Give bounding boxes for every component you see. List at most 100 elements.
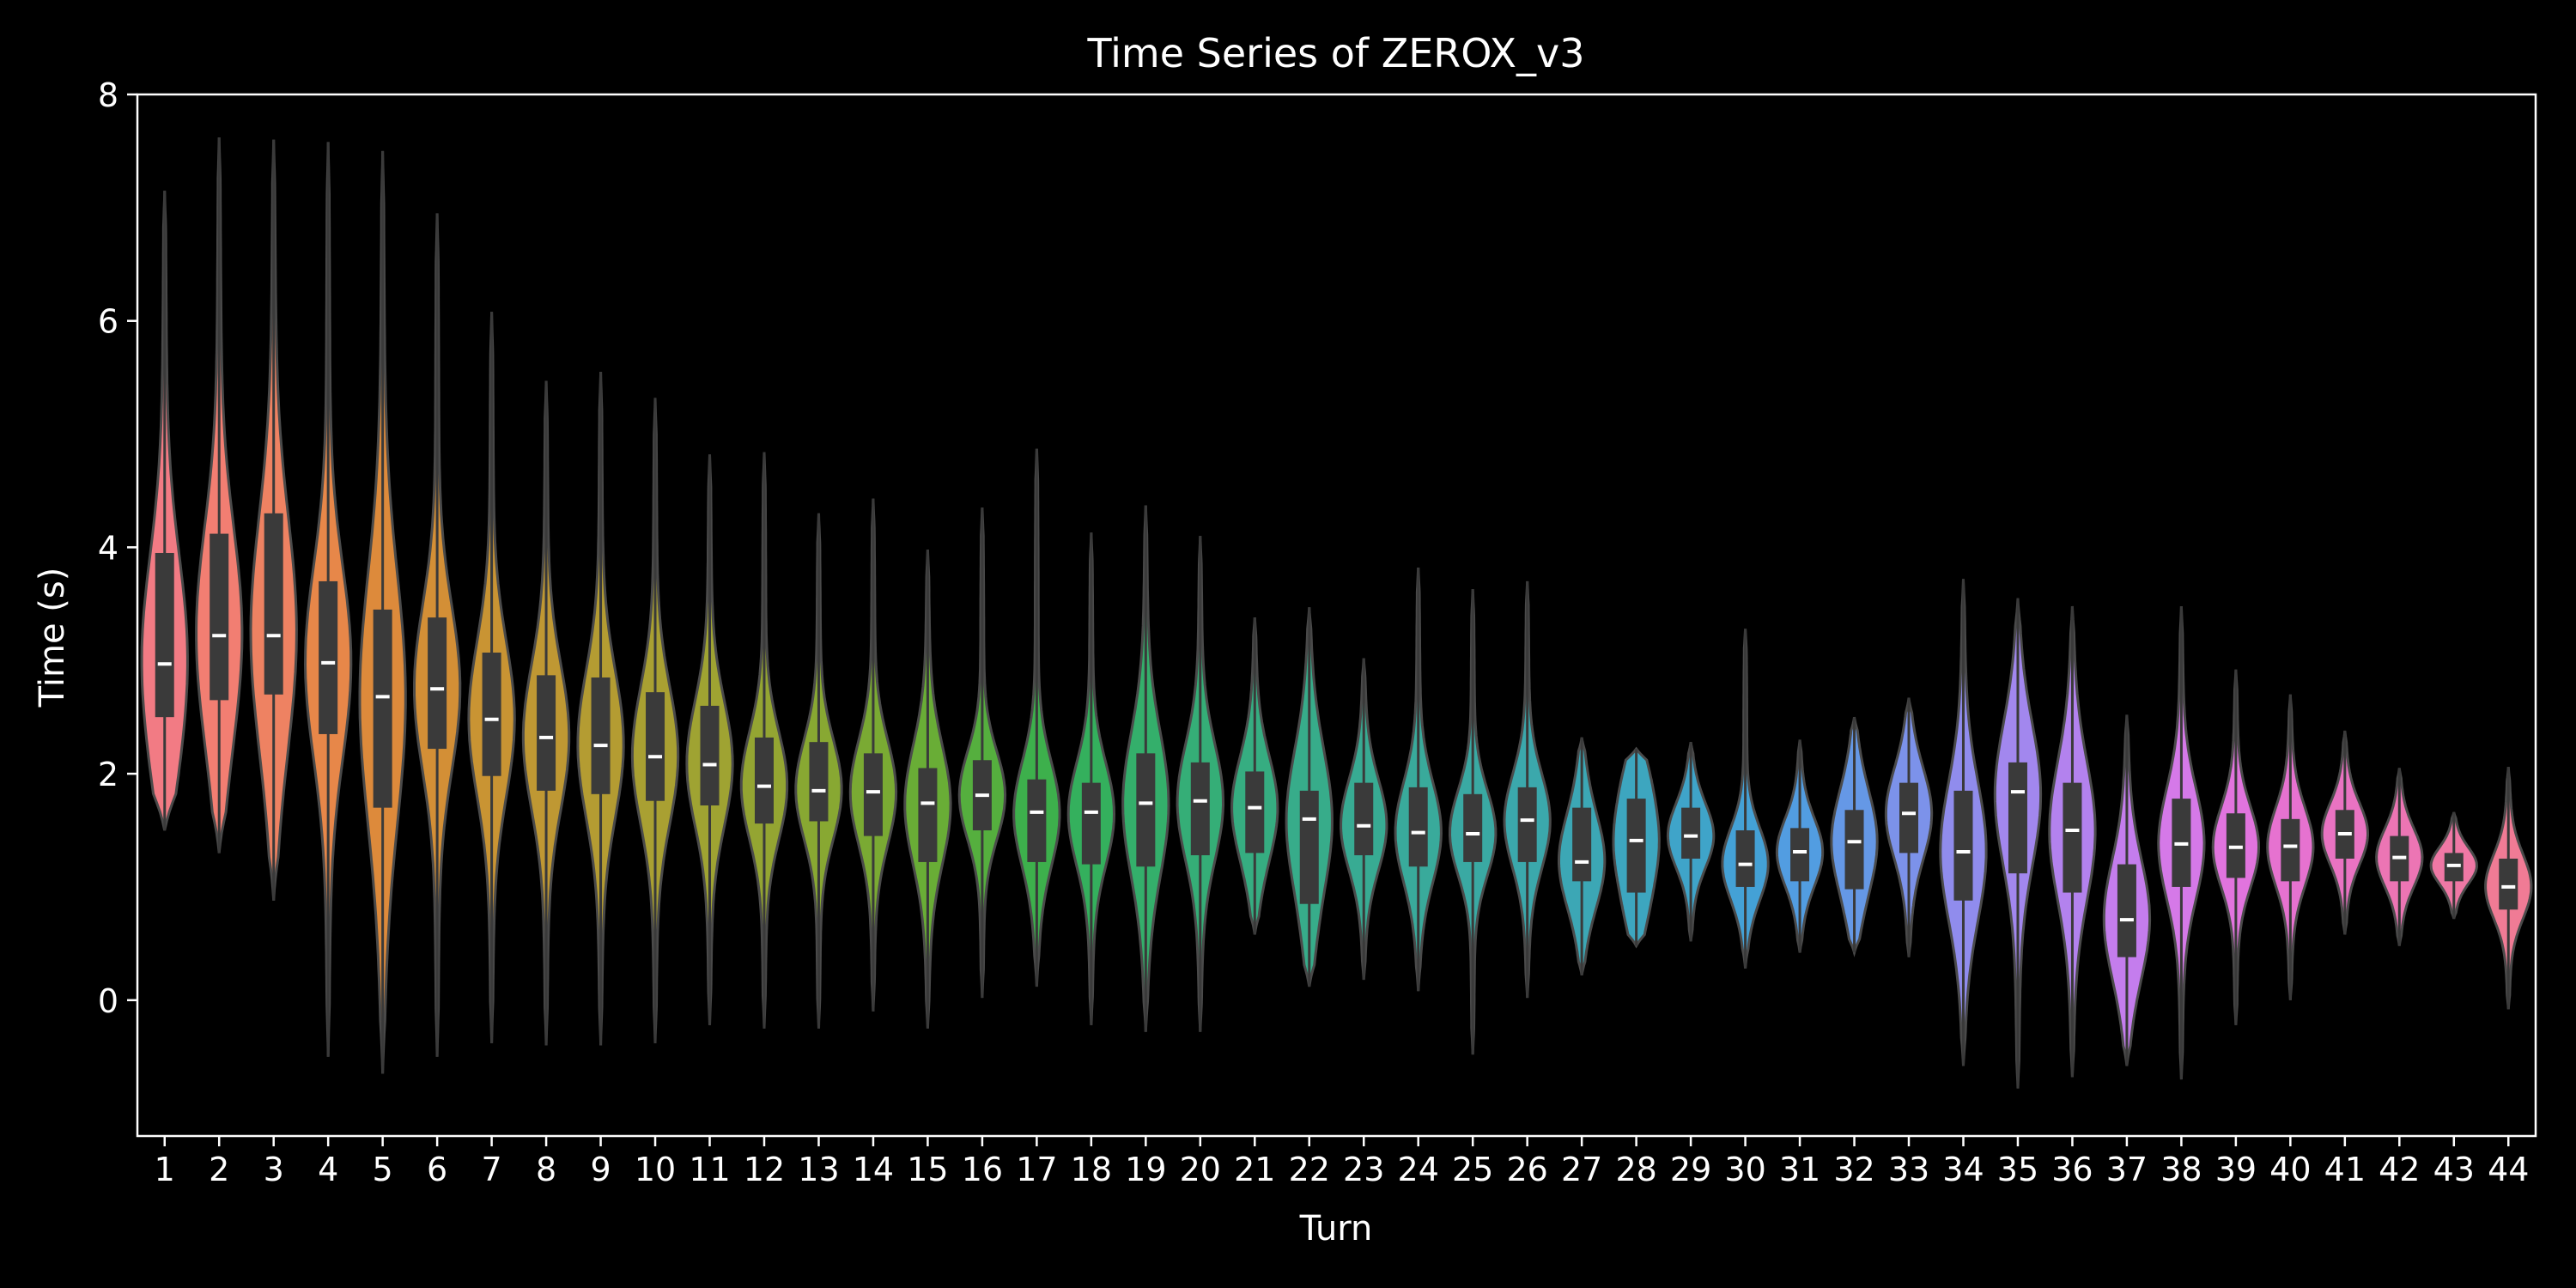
violin-turn-41 bbox=[2320, 730, 2369, 935]
violin-turn-22 bbox=[1285, 607, 1334, 987]
x-tick-label: 12 bbox=[744, 1151, 785, 1188]
y-axis: 0 2 4 6 8 bbox=[98, 76, 137, 1020]
violin-iqr-box bbox=[1027, 779, 1047, 862]
axes-frame bbox=[136, 93, 2537, 1138]
violin-turn-4 bbox=[303, 142, 353, 1057]
violin-iqr-box bbox=[537, 675, 556, 791]
x-tick-label: 20 bbox=[1180, 1151, 1221, 1188]
violin-iqr-box bbox=[863, 753, 883, 836]
violin-turn-40 bbox=[2266, 694, 2315, 1000]
violin-iqr-box bbox=[1899, 782, 1919, 854]
violin-iqr-box bbox=[1299, 790, 1319, 904]
violin-iqr-box bbox=[210, 533, 229, 701]
violin-turn-29 bbox=[1666, 741, 1716, 942]
x-tick-label: 36 bbox=[2051, 1151, 2093, 1188]
violin-iqr-box bbox=[1517, 787, 1537, 862]
violin-iqr-box bbox=[2499, 858, 2518, 910]
violin-turn-27 bbox=[1558, 737, 1607, 976]
violin-turn-16 bbox=[957, 507, 1007, 999]
x-tick-label: 9 bbox=[590, 1151, 611, 1188]
violin-turn-18 bbox=[1066, 532, 1116, 1025]
y-tick-label: 8 bbox=[98, 76, 118, 114]
x-tick-label: 28 bbox=[1615, 1151, 1656, 1188]
x-tick-label: 6 bbox=[427, 1151, 447, 1188]
violin-turn-2 bbox=[195, 137, 244, 854]
violin-iqr-box bbox=[319, 580, 338, 734]
x-tick-label: 17 bbox=[1016, 1151, 1057, 1188]
violin-turn-34 bbox=[1939, 579, 1988, 1066]
violin-turn-44 bbox=[2484, 767, 2533, 1010]
violin-turn-31 bbox=[1775, 739, 1825, 953]
x-tick-label: 24 bbox=[1398, 1151, 1439, 1188]
x-tick-label: 35 bbox=[1997, 1151, 2038, 1188]
x-tick-label: 29 bbox=[1670, 1151, 1711, 1188]
x-tick-label: 25 bbox=[1452, 1151, 1493, 1188]
x-axis-label: Turn bbox=[1299, 1209, 1373, 1249]
x-tick-label: 10 bbox=[635, 1151, 676, 1188]
violin-turn-33 bbox=[1884, 697, 1934, 957]
y-tick-label: 6 bbox=[98, 303, 118, 341]
violin-turn-20 bbox=[1176, 536, 1225, 1032]
violin-iqr-box bbox=[1081, 782, 1101, 865]
y-tick-label: 0 bbox=[98, 982, 118, 1020]
violin-turn-37 bbox=[2102, 714, 2152, 1066]
violin-iqr-box bbox=[700, 705, 720, 806]
violin-turn-14 bbox=[848, 498, 898, 1012]
x-tick-label: 33 bbox=[1888, 1151, 1929, 1188]
violin-iqr-box bbox=[591, 677, 611, 794]
violin-turn-28 bbox=[1612, 746, 1661, 949]
x-tick-label: 27 bbox=[1561, 1151, 1602, 1188]
violin-turn-24 bbox=[1394, 568, 1443, 992]
x-tick-label: 38 bbox=[2160, 1151, 2202, 1188]
violin-turn-19 bbox=[1121, 505, 1170, 1032]
violin-iqr-box bbox=[1354, 782, 1374, 856]
violin-iqr-box bbox=[2063, 782, 2082, 893]
violin-turn-35 bbox=[1993, 598, 2043, 1089]
y-tick-label: 2 bbox=[98, 756, 118, 793]
violin-turn-25 bbox=[1448, 589, 1498, 1055]
x-tick-label: 3 bbox=[264, 1151, 284, 1188]
violin-iqr-box bbox=[2008, 762, 2027, 874]
x-tick-label: 15 bbox=[907, 1151, 948, 1188]
violin-iqr-box bbox=[1735, 830, 1755, 887]
x-tick-label: 11 bbox=[689, 1151, 730, 1188]
y-tick-label: 4 bbox=[98, 529, 118, 567]
x-tick-label: 34 bbox=[1942, 1151, 1984, 1188]
violin-turn-12 bbox=[739, 452, 789, 1029]
violin-turn-13 bbox=[794, 513, 843, 1029]
violin-iqr-box bbox=[2117, 864, 2136, 957]
violin-turn-26 bbox=[1503, 580, 1552, 999]
x-tick-label: 7 bbox=[482, 1151, 502, 1188]
x-tick-label: 8 bbox=[536, 1151, 556, 1188]
violin-iqr-box bbox=[482, 653, 501, 776]
violin-iqr-box bbox=[1190, 762, 1210, 856]
violin-turn-36 bbox=[2048, 605, 2097, 1078]
violin-iqr-box bbox=[1681, 807, 1701, 859]
x-tick-label: 32 bbox=[1833, 1151, 1874, 1188]
y-axis-label: Time (s) bbox=[33, 568, 72, 708]
violin-turn-23 bbox=[1340, 658, 1388, 981]
violin-turn-9 bbox=[576, 371, 625, 1046]
violin-turn-30 bbox=[1721, 629, 1770, 969]
x-tick-label: 41 bbox=[2324, 1151, 2366, 1188]
x-axis: 1 2 3 4 5 6 7 8 9 10 11 12 13 14 15 16 17 18 19 20 21 22 23 24 2… bbox=[155, 1136, 2529, 1188]
x-tick-label: 5 bbox=[373, 1151, 393, 1188]
violin-iqr-box bbox=[1572, 807, 1592, 882]
x-tick-label: 23 bbox=[1343, 1151, 1384, 1188]
x-tick-label: 2 bbox=[209, 1151, 229, 1188]
violin-iqr-box bbox=[754, 737, 774, 824]
chart-title: Time Series of ZEROX_v3 bbox=[1086, 30, 1584, 76]
x-tick-label: 13 bbox=[798, 1151, 839, 1188]
violin-turn-7 bbox=[467, 312, 516, 1043]
x-tick-label: 16 bbox=[962, 1151, 1003, 1188]
violin-iqr-box bbox=[1844, 810, 1864, 890]
violin-turn-8 bbox=[521, 380, 571, 1046]
violin-turn-21 bbox=[1230, 617, 1279, 935]
violin-iqr-box bbox=[1790, 828, 1810, 882]
x-tick-label: 21 bbox=[1234, 1151, 1275, 1188]
violin-iqr-box bbox=[2281, 818, 2300, 882]
violin-iqr-box bbox=[264, 513, 283, 695]
x-tick-label: 40 bbox=[2269, 1151, 2311, 1188]
violin-turn-38 bbox=[2157, 605, 2206, 1080]
violin-iqr-box bbox=[155, 552, 174, 718]
